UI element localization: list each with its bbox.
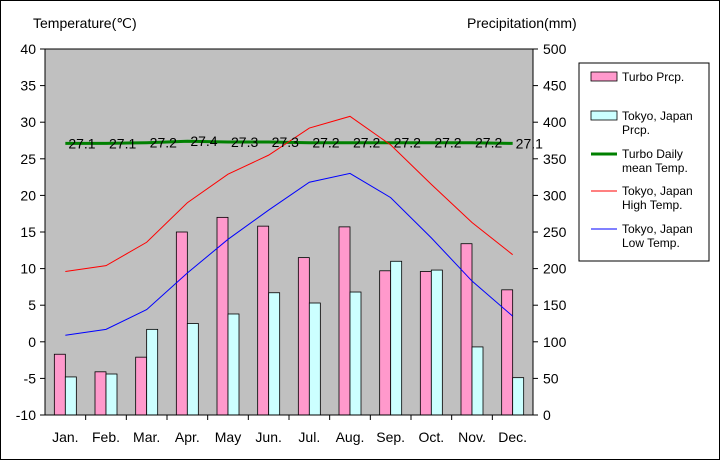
right-axis-title: Precipitation(mm) bbox=[467, 15, 577, 31]
left-tick-label: 0 bbox=[28, 334, 36, 350]
legend-label: Low Temp. bbox=[622, 236, 680, 250]
right-tick-label: 450 bbox=[543, 78, 567, 94]
mean-temp-label: 27.1 bbox=[68, 135, 95, 151]
left-tick-label: 40 bbox=[20, 41, 36, 57]
precip-bar bbox=[460, 243, 473, 416]
precipitation-bars bbox=[53, 216, 525, 416]
precip-bar bbox=[390, 260, 403, 416]
right-tick-label: 350 bbox=[543, 151, 567, 167]
x-tick-label: Jan. bbox=[52, 429, 78, 445]
precip-bar bbox=[512, 377, 525, 416]
precip-bar bbox=[94, 371, 107, 416]
left-tick-label: 10 bbox=[20, 261, 36, 277]
legend-label: High Temp. bbox=[622, 198, 682, 212]
right-tick-label: 500 bbox=[543, 41, 567, 57]
legend-label: Turbo Prcp. bbox=[622, 70, 684, 84]
left-tick-label: -10 bbox=[16, 407, 36, 423]
temp-line bbox=[65, 139, 513, 145]
x-tick-label: Nov. bbox=[458, 429, 486, 445]
right-tick-label: 200 bbox=[543, 261, 567, 277]
left-axis-ticks: -10 -5 0 5 10 15 20 25 30 35 40 bbox=[16, 41, 45, 423]
left-tick-label: 15 bbox=[20, 224, 36, 240]
precip-bar bbox=[297, 257, 310, 416]
x-tick-label: Oct. bbox=[418, 429, 444, 445]
precip-bar bbox=[257, 225, 270, 416]
plot-border bbox=[44, 48, 534, 416]
left-tick-label: 35 bbox=[20, 78, 36, 94]
precip-bar bbox=[175, 231, 188, 416]
mean-temp-label: 27.2 bbox=[434, 135, 461, 151]
right-tick-label: 100 bbox=[543, 334, 567, 350]
precip-bar bbox=[430, 269, 443, 416]
temp-line bbox=[65, 172, 513, 336]
left-tick-label: -5 bbox=[24, 370, 37, 386]
right-axis-ticks: 0 50 100 150 200 250 300 350 400 450 500 bbox=[533, 41, 567, 423]
left-tick-label: 25 bbox=[20, 151, 36, 167]
precip-bar bbox=[419, 271, 432, 416]
x-tick-label: Sep. bbox=[376, 429, 405, 445]
precip-bar bbox=[268, 292, 281, 416]
legend-label: Tokyo, Japan bbox=[622, 222, 693, 236]
legend-swatch bbox=[590, 71, 618, 82]
temperature-lines bbox=[65, 115, 513, 336]
mean-temp-label: 27.3 bbox=[272, 134, 299, 150]
mean-temp-label: 27.1 bbox=[516, 135, 543, 151]
left-tick-label: 5 bbox=[28, 297, 36, 313]
mean-temp-label: 27.2 bbox=[353, 135, 380, 151]
right-tick-label: 150 bbox=[543, 297, 567, 313]
legend-label: mean Temp. bbox=[622, 161, 688, 175]
legend-label: Prcp. bbox=[622, 123, 650, 137]
precip-bar bbox=[64, 376, 77, 416]
precip-bar bbox=[338, 226, 351, 416]
mean-temp-label: 27.4 bbox=[190, 133, 217, 149]
mean-temp-label: 27.2 bbox=[150, 135, 177, 151]
x-tick-label: Jul. bbox=[298, 429, 320, 445]
precip-bar bbox=[379, 270, 392, 416]
precip-bar bbox=[227, 313, 240, 416]
x-tick-label: Mar. bbox=[133, 429, 160, 445]
precip-bar bbox=[349, 291, 362, 416]
precip-bar bbox=[53, 353, 66, 416]
mean-temp-label: 27.2 bbox=[312, 135, 339, 151]
x-tick-label: Jun. bbox=[255, 429, 281, 445]
x-axis-ticks: Jan. Feb. Mar. Apr. May Jun. Jul. Aug. Sep. Oct. N… bbox=[52, 415, 527, 445]
precip-bar bbox=[135, 356, 148, 416]
precip-bar bbox=[105, 373, 118, 416]
x-tick-label: May bbox=[215, 429, 241, 445]
mean-temp-label: 27.2 bbox=[475, 135, 502, 151]
right-tick-label: 50 bbox=[543, 370, 559, 386]
right-tick-label: 0 bbox=[543, 407, 551, 423]
legend-label: Tokyo, Japan bbox=[622, 184, 693, 198]
mean-temp-label: 27.3 bbox=[231, 134, 258, 150]
legend-label: Tokyo, Japan bbox=[622, 109, 693, 123]
plot-area bbox=[45, 49, 533, 415]
legend-box bbox=[578, 62, 710, 262]
left-tick-label: 30 bbox=[20, 114, 36, 130]
x-tick-label: Dec. bbox=[498, 429, 527, 445]
temp-line bbox=[65, 115, 513, 273]
precip-bar bbox=[146, 328, 159, 416]
precip-bar bbox=[471, 346, 484, 416]
mean-temp-labels: 27.1 27.1 27.2 27.4 27.3 27.3 27.2 27.2 27.2 27.2… bbox=[68, 133, 543, 151]
x-tick-label: Feb. bbox=[92, 429, 120, 445]
right-tick-label: 300 bbox=[543, 187, 567, 203]
left-axis-title: Temperature(℃) bbox=[33, 15, 137, 31]
x-tick-label: Aug. bbox=[336, 429, 365, 445]
mean-temp-label: 27.2 bbox=[394, 135, 421, 151]
right-tick-label: 400 bbox=[543, 114, 567, 130]
mean-temp-label: 27.1 bbox=[109, 135, 136, 151]
legend-swatch bbox=[590, 110, 618, 121]
legend-label: Turbo Daily bbox=[622, 147, 683, 161]
precip-bar bbox=[308, 302, 321, 416]
right-tick-label: 250 bbox=[543, 224, 567, 240]
precip-bar bbox=[186, 323, 199, 416]
x-tick-label: Apr. bbox=[175, 429, 200, 445]
left-tick-label: 20 bbox=[20, 187, 36, 203]
